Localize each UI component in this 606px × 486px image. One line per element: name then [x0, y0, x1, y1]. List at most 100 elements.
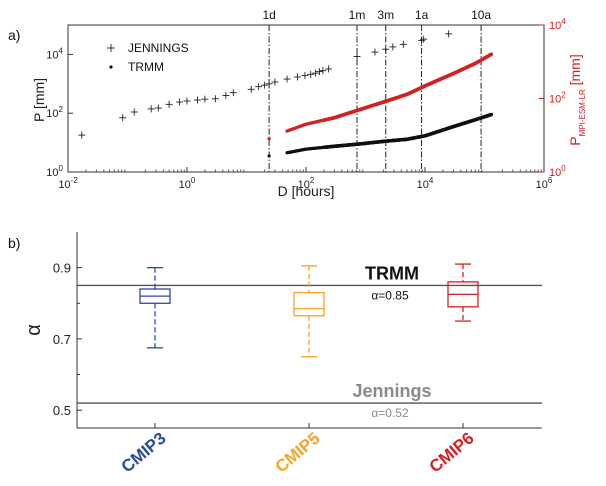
reference-lines: TRMM α=0.85 Jennings α=0.52	[77, 263, 542, 420]
x-tick-label-3: 104	[417, 176, 434, 191]
category-label-cmip6: CMIP6	[426, 429, 478, 477]
boxplots	[139, 263, 479, 358]
x-tick-label-0-exponent: -2	[71, 176, 79, 185]
vline-label-1d: 1d	[262, 8, 275, 22]
category-label-cmip3: CMIP3	[118, 429, 170, 477]
jennings-point	[399, 40, 407, 48]
event-duration-lines: 1d 1m 3m 1a 10a	[262, 8, 491, 172]
panel-b-label: b)	[8, 235, 20, 251]
ref-name-trmm: TRMM	[365, 263, 419, 283]
y-left-tick-label-1: 102	[46, 105, 63, 120]
jennings-point	[260, 81, 268, 89]
y-right-tick-label-2-exponent: 4	[561, 17, 566, 26]
jennings-point	[147, 105, 155, 113]
jennings-point	[247, 85, 255, 93]
jennings-point	[211, 95, 219, 103]
category-labels: CMIP3 CMIP5 CMIP6	[118, 429, 478, 477]
jennings-point	[201, 95, 209, 103]
ref-name-jennings: Jennings	[352, 381, 431, 401]
panel-a: 1d 1m 3m 1a 10a 10-2 100 102 104 106100102104100…	[31, 8, 587, 199]
jennings-point	[382, 45, 390, 53]
legend-markers	[107, 44, 115, 69]
y-left-tick-label-0-exponent: 0	[59, 164, 64, 173]
vline-label-1m: 1m	[349, 8, 366, 22]
x-tick-label-4-exponent: 6	[548, 176, 553, 185]
y-right-tick-label-1-exponent: 2	[561, 91, 566, 100]
boxplot-cmip3	[139, 266, 171, 349]
jennings-point	[311, 69, 319, 77]
jennings-point	[294, 73, 302, 81]
jennings-point	[154, 104, 162, 112]
y-left-tick-label-2-exponent: 4	[59, 46, 64, 55]
jennings-point	[389, 43, 397, 51]
jennings-point	[165, 100, 173, 108]
jennings-point	[265, 80, 273, 88]
x-tick-label-0-base: 10	[58, 179, 70, 191]
alpha-tick-label-1: 0.7	[53, 332, 71, 347]
x-tick-label-2-exponent: 2	[310, 176, 315, 185]
y-right-tick-label-1: 102	[549, 91, 566, 106]
alpha-tick-label-0: 0.5	[53, 403, 71, 418]
x-tick-label-3-base: 10	[417, 179, 429, 191]
x-tick-label-4: 106	[536, 176, 553, 191]
x-tick-label-1-exponent: 0	[191, 176, 196, 185]
y-left-tick-label-0: 100	[46, 164, 63, 179]
jennings-point	[319, 67, 327, 75]
jennings-point	[176, 98, 184, 106]
x-tick-label-2: 102	[298, 176, 315, 191]
x-tick-label-0: 10-2	[58, 176, 78, 191]
alpha-axis-label: α	[23, 324, 45, 336]
alpha-tick-label-2: 0.9	[53, 261, 71, 276]
panel-b: TRMM α=0.85 Jennings α=0.52 0.5 0.7 0.9 α CMI…	[23, 232, 542, 476]
box-iqr	[293, 291, 325, 317]
jennings-point	[353, 52, 361, 60]
x-axis-label: D [hours]	[278, 183, 335, 199]
x-tick-label-1-base: 10	[179, 179, 191, 191]
y-right-tick-label-0: 100	[549, 164, 566, 179]
ref-value-jennings: α=0.52	[371, 406, 409, 420]
legend-jennings: JENNINGS	[128, 41, 189, 55]
y-left-tick-label-1-base: 10	[46, 108, 58, 120]
jennings-point	[78, 131, 86, 139]
jennings-point	[193, 96, 201, 104]
jennings-point	[371, 48, 379, 56]
y-axis-label-right-unit: [mm]	[567, 54, 583, 89]
x-tick-label-3-exponent: 4	[429, 176, 434, 185]
x-tick-label-1: 100	[179, 176, 196, 191]
y-right-tick-label-0-exponent: 0	[561, 164, 566, 173]
jennings-point	[283, 75, 291, 83]
y-right-tick-label-1-base: 10	[549, 94, 561, 106]
jennings-point	[119, 114, 127, 122]
y-left-tick-label-1-exponent: 2	[59, 105, 64, 114]
trmm-point	[267, 154, 271, 158]
jennings-point	[420, 35, 428, 43]
x-tick-label-2-base: 10	[298, 179, 310, 191]
mpi-esm-lr-point	[489, 52, 494, 57]
x-tick-label-4-base: 10	[536, 179, 548, 191]
jennings-point	[315, 68, 323, 76]
ref-value-trmm: α=0.85	[371, 288, 409, 302]
mpi-esm-lr-point	[267, 137, 271, 141]
panel-b-ticks: 0.5 0.7 0.9	[53, 261, 464, 428]
jennings-point	[325, 65, 333, 73]
jennings-point	[130, 108, 138, 116]
y-axis-label-right-sub: MPI-ESM-LR	[578, 89, 587, 136]
boxplot-cmip5	[293, 265, 325, 358]
trmm-point	[489, 112, 494, 117]
y-axis-label-left: P [mm]	[31, 78, 47, 122]
legend-trmm: TRMM	[128, 60, 164, 74]
legend-trmm-marker	[109, 65, 113, 69]
y-left-tick-label-2: 104	[46, 46, 63, 61]
y-axis-label-right-main: P	[567, 136, 583, 145]
jennings-point	[229, 89, 237, 97]
vline-label-3m: 3m	[377, 8, 394, 22]
y-left-tick-label-0-base: 10	[46, 167, 58, 179]
y-left-tick-label-2-base: 10	[46, 49, 58, 61]
y-right-tick-label-0-base: 10	[549, 167, 561, 179]
jennings-point	[183, 97, 191, 105]
jennings-point	[445, 30, 453, 38]
legend: JENNINGS TRMM	[107, 41, 189, 74]
vline-label-10a: 10a	[471, 8, 491, 22]
